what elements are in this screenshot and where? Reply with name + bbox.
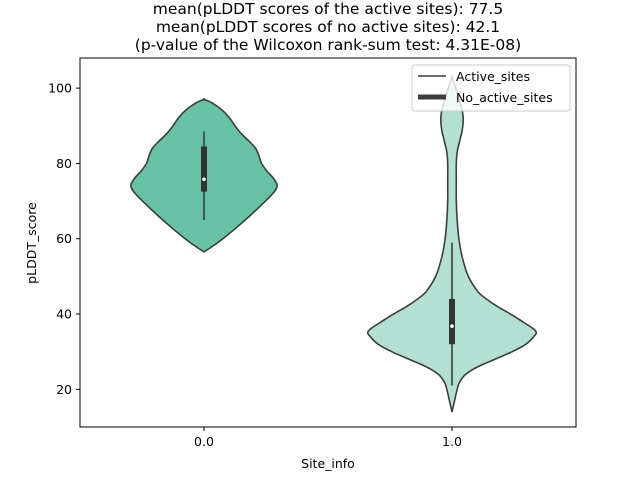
chart-title-line-3: (p-value of the Wilcoxon rank-sum test: …	[135, 36, 521, 54]
legend: Active_sites No_active_sites	[411, 64, 571, 112]
y-tick-label: 100	[48, 81, 72, 96]
plot-frame	[79, 57, 577, 428]
legend-box	[411, 64, 571, 112]
x-axis-ticks: 0.0 1.0	[194, 427, 462, 449]
chart-title-line-2: mean(pLDDT scores of no active sites): 4…	[156, 18, 500, 36]
x-tick-label: 0.0	[194, 434, 214, 449]
median-active-sites	[202, 177, 206, 182]
chart-title-line-1: mean(pLDDT scores of the active sites): …	[153, 0, 503, 18]
x-tick-label: 1.0	[442, 434, 462, 449]
y-tick-label: 60	[56, 231, 72, 246]
violin-layer	[130, 75, 538, 413]
y-axis-label: pLDDT_score	[24, 202, 39, 284]
box-layer	[201, 131, 455, 386]
x-axis-label: Site_info	[301, 456, 355, 471]
y-axis-ticks: 20 40 60 80 100	[48, 81, 80, 397]
legend-label-no-active-sites: No_active_sites	[456, 90, 553, 105]
legend-label-active-sites: Active_sites	[456, 69, 530, 84]
y-tick-label: 40	[56, 307, 72, 322]
median-no-active-sites	[450, 324, 454, 328]
y-tick-label: 20	[56, 382, 72, 397]
box-no-active-sites	[449, 298, 455, 345]
box-active-sites	[201, 146, 207, 192]
y-tick-label: 80	[56, 156, 72, 171]
